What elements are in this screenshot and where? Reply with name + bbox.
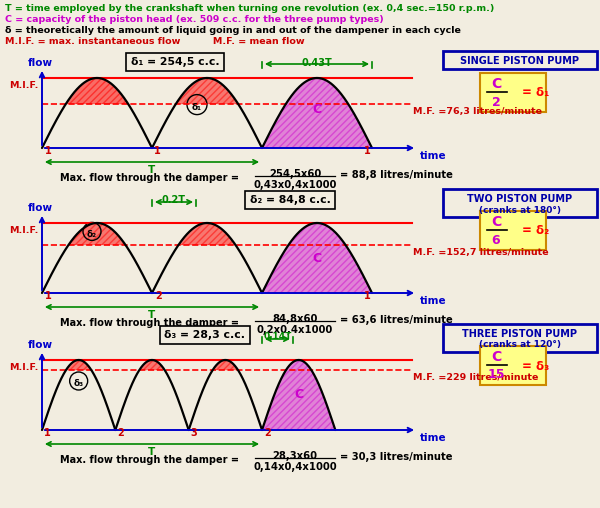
FancyBboxPatch shape	[443, 189, 597, 217]
Text: 254,5x60: 254,5x60	[269, 169, 321, 179]
Text: δ₃: δ₃	[74, 379, 84, 389]
Text: 1: 1	[44, 428, 51, 438]
Text: 6: 6	[491, 234, 500, 246]
Text: flow: flow	[28, 58, 53, 68]
Text: M.I.F.: M.I.F.	[10, 81, 39, 90]
Text: 0,14x0,4x1000: 0,14x0,4x1000	[253, 462, 337, 472]
FancyBboxPatch shape	[443, 51, 597, 69]
Text: T: T	[148, 447, 155, 457]
Text: Max. flow through the damper =: Max. flow through the damper =	[60, 173, 239, 183]
Text: M.I.F.: M.I.F.	[10, 363, 39, 372]
Text: time: time	[420, 433, 446, 443]
Text: 0.43T: 0.43T	[302, 58, 332, 68]
Text: Max. flow through the damper =: Max. flow through the damper =	[60, 318, 239, 328]
Text: 0,2x0,4x1000: 0,2x0,4x1000	[257, 325, 333, 335]
Text: time: time	[420, 296, 446, 306]
Text: 2: 2	[118, 428, 124, 438]
Text: = δ₁: = δ₁	[522, 86, 549, 100]
Text: time: time	[420, 151, 446, 161]
Text: 1: 1	[154, 146, 161, 156]
Text: 0,14T: 0,14T	[263, 332, 292, 341]
Text: M.I.F. = max. instantaneous flow          M.F. = mean flow: M.I.F. = max. instantaneous flow M.F. = …	[5, 37, 305, 46]
Text: C: C	[491, 350, 501, 364]
Text: 84,8x60: 84,8x60	[272, 314, 317, 324]
Text: M.I.F.: M.I.F.	[10, 226, 39, 235]
Text: T = time employed by the crankshaft when turning one revolution (ex. 0,4 sec.=15: T = time employed by the crankshaft when…	[5, 4, 494, 13]
Text: C: C	[313, 251, 322, 265]
Text: THREE PISTON PUMP: THREE PISTON PUMP	[463, 329, 577, 339]
Text: SINGLE PISTON PUMP: SINGLE PISTON PUMP	[461, 56, 580, 66]
Text: T: T	[148, 165, 155, 175]
Text: C = capacity of the piston head (ex. 509 c.c. for the three pump types): C = capacity of the piston head (ex. 509…	[5, 15, 384, 24]
Text: 15: 15	[487, 368, 505, 382]
Text: 1: 1	[364, 146, 371, 156]
Text: C: C	[294, 389, 303, 401]
Text: TWO PISTON PUMP: TWO PISTON PUMP	[467, 194, 572, 204]
Text: = δ₃: = δ₃	[522, 360, 549, 372]
Text: C: C	[491, 77, 501, 91]
Text: δ₂: δ₂	[87, 230, 97, 239]
Text: 0.2T: 0.2T	[162, 195, 186, 205]
Text: δ = theoretically the amount of liquid going in and out of the dampener in each : δ = theoretically the amount of liquid g…	[5, 26, 461, 35]
Text: = 63,6 litres/minute: = 63,6 litres/minute	[340, 315, 453, 325]
Text: 2: 2	[264, 428, 271, 438]
FancyBboxPatch shape	[480, 346, 546, 385]
Text: 3: 3	[191, 428, 197, 438]
Text: = 30,3 litres/minute: = 30,3 litres/minute	[340, 452, 452, 462]
Text: 0,43x0,4x1000: 0,43x0,4x1000	[253, 180, 337, 190]
Text: 1: 1	[45, 291, 52, 301]
Text: 1: 1	[364, 291, 371, 301]
Text: T: T	[148, 310, 155, 320]
Text: 1: 1	[45, 146, 52, 156]
Text: M.F. =152,7 litres/minute: M.F. =152,7 litres/minute	[413, 248, 548, 257]
Text: = 88,8 litres/minute: = 88,8 litres/minute	[340, 170, 453, 180]
Text: (cranks at 180°): (cranks at 180°)	[479, 206, 561, 214]
Text: 2: 2	[155, 291, 162, 301]
Text: flow: flow	[28, 203, 53, 213]
Text: = δ₂: = δ₂	[522, 225, 549, 238]
Text: δ₁ = 254,5 c.c.: δ₁ = 254,5 c.c.	[131, 57, 220, 67]
Text: M.F. =229 litres/minute: M.F. =229 litres/minute	[413, 373, 538, 382]
Text: 2: 2	[491, 96, 500, 109]
Text: 28,3x60: 28,3x60	[272, 451, 317, 461]
Text: δ₂ = 84,8 c.c.: δ₂ = 84,8 c.c.	[250, 195, 331, 205]
Text: flow: flow	[28, 340, 53, 350]
FancyBboxPatch shape	[480, 73, 546, 112]
Text: Max. flow through the damper =: Max. flow through the damper =	[60, 455, 239, 465]
FancyBboxPatch shape	[480, 211, 546, 250]
Text: δ₃ = 28,3 c.c.: δ₃ = 28,3 c.c.	[164, 330, 245, 340]
Text: C: C	[313, 103, 322, 116]
Text: δ₁: δ₁	[192, 103, 202, 112]
Text: C: C	[491, 215, 501, 229]
Text: (cranks at 120°): (cranks at 120°)	[479, 340, 561, 350]
FancyBboxPatch shape	[443, 324, 597, 352]
Text: M.F. =76,3 litres/minute: M.F. =76,3 litres/minute	[413, 107, 542, 116]
